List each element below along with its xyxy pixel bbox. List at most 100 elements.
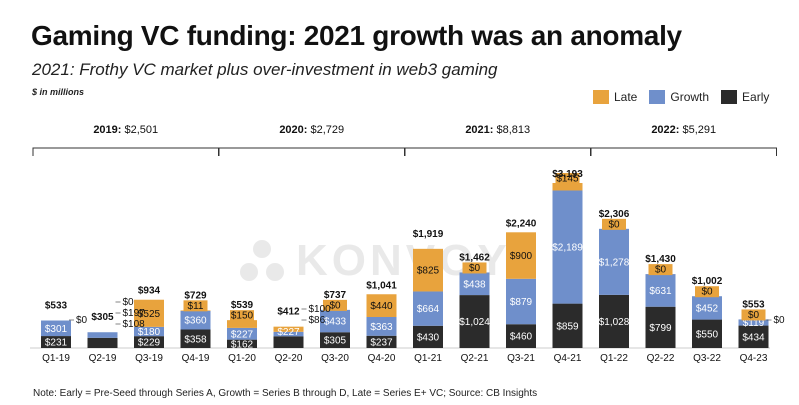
x-tick-label: Q3-22 [693,353,721,364]
segment-label-growth: $2,189 [552,243,583,254]
bar-segment-growth [273,331,304,337]
legend-swatch-late [593,90,609,104]
bar-segment-growth [692,296,722,320]
bar-total-label: $3,193 [552,169,583,180]
bar-segment-growth [41,320,71,337]
segment-label-late: $825 [417,266,440,277]
bar-total-label: $729 [184,290,207,301]
bar-segment-growth [134,326,164,337]
legend-swatch-growth [649,90,666,104]
bar-segment-growth [180,310,211,330]
bar-segment-early [738,325,769,348]
bar-segment-early [599,294,629,348]
segment-label-early: $460 [510,332,533,343]
watermark-logo-icon [240,240,284,281]
year-group-year: 2019: [93,124,124,136]
year-group-year: 2020: [279,124,310,136]
segment-label-late: $0 [701,287,713,298]
legend: Late Growth Early [593,90,769,104]
year-group-total: $8,813 [497,124,531,136]
bar-segment-early [413,325,443,348]
late-label-chip [741,309,766,321]
segment-label-outside: $86 [309,315,326,326]
bar-total-label: $1,002 [692,276,723,287]
segment-label-growth: $664 [417,304,440,315]
year-group-year: 2021: [465,124,496,136]
segment-label-late: $0 [329,300,341,311]
bar-segment-early [692,319,722,348]
segment-label-outside: $197 [123,308,146,319]
x-tick-label: Q4-19 [182,353,210,364]
bar-segment-early [320,332,350,348]
bar-segment-late [134,299,164,327]
segment-label-outside: $100 [309,304,332,315]
bar-total-label: $553 [742,299,765,310]
segment-label-late: $0 [748,310,760,321]
segment-label-early: $227 [277,327,300,338]
segment-label-outside: $108 [123,319,146,330]
bar-segment-late [552,183,583,191]
bar-segment-late [273,326,304,332]
bar-total-label: $1,919 [413,229,444,240]
year-group-label: 2022: $5,291 [651,124,716,136]
segment-label-late: $900 [510,251,533,262]
year-group-total: $2,729 [311,124,345,136]
year-bracket [218,147,405,156]
year-bracket [32,147,219,156]
segment-label-growth: $363 [370,322,393,333]
segment-label-growth: $301 [45,324,68,335]
late-label-chip [555,173,580,184]
segment-label-early: $231 [45,338,68,349]
segment-label-early: $550 [696,329,719,340]
segment-label-growth: $438 [463,279,486,290]
segment-label-growth: $360 [184,316,207,327]
bar-segment-growth [413,291,443,326]
legend-label-early: Early [742,90,770,104]
segment-label-growth: $879 [510,297,533,308]
x-tick-label: Q4-21 [554,353,582,364]
segment-label-growth: $1,278 [599,257,630,268]
segment-label-early: $859 [556,321,579,332]
legend-item-growth: Growth [649,90,709,104]
late-label-chip [462,262,487,274]
x-tick-label: Q2-20 [275,353,303,364]
bar-segment-early [506,324,536,348]
bar-segment-late [413,248,443,292]
bar-segment-growth [87,332,118,338]
bar-total-label: $412 [277,307,300,318]
year-bracket [590,147,777,156]
segment-label-growth: $452 [696,303,719,314]
legend-item-early: Early [721,90,769,104]
bar-segment-growth [506,278,536,325]
segment-label-late: $440 [370,301,393,312]
bar-segment-growth [366,316,397,336]
year-group-year: 2022: [651,124,682,136]
x-tick-label: Q1-22 [600,353,628,364]
segment-label-outside: $0 [76,315,88,326]
legend-item-late: Late [593,90,637,104]
segment-label-early: $1,024 [459,317,490,328]
late-label-chip [230,310,254,322]
bar-segment-early [273,336,304,348]
year-group-label: 2020: $2,729 [279,124,344,136]
chart-subtitle: 2021: Frothy VC market plus over-investm… [32,60,498,79]
legend-label-late: Late [614,90,638,104]
segment-label-early: $229 [138,338,161,349]
bar-segment-early [134,336,164,348]
segment-label-late: $150 [231,311,254,322]
late-label-chip [602,218,626,230]
x-tick-label: Q2-19 [89,353,117,364]
bar-total-label: $533 [45,301,68,312]
segment-label-growth: $119 [743,318,765,329]
late-label-chip [648,264,673,276]
bar-segment-early [552,303,583,348]
segment-label-late: $11 [188,301,204,312]
x-tick-label: Q1-19 [42,353,70,364]
segment-label-growth: $180 [138,327,161,338]
footnote: Note: Early = Pre-Seed through Series A,… [33,388,538,399]
x-tick-label: Q1-20 [228,353,256,364]
segment-label-early: $799 [649,323,672,334]
bar-segment-growth [320,309,350,333]
x-tick-label: Q2-21 [461,353,489,364]
bar-segment-late [506,232,536,279]
